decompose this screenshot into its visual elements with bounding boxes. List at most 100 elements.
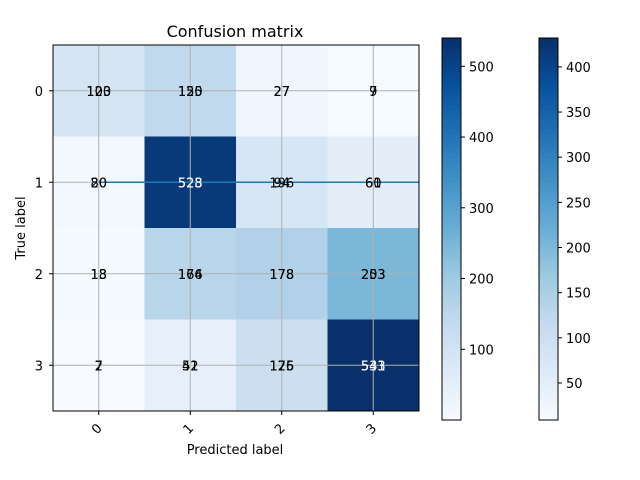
colorbar-1-band-35 [442,248,461,254]
colorbar-2-band-60 [539,128,558,135]
colorbar-2-band-62 [539,119,558,125]
colorbar-2-band-35 [539,248,558,254]
cell-label-1-1-0: 523 [178,176,203,191]
colorbar-1-band-58 [442,138,461,144]
colorbar-1-band-76 [442,52,461,58]
colorbar-2-tick-label-6: 350 [566,106,591,121]
colorbar-2-band-15 [539,343,558,349]
cell-label-1-0-0: 20 [90,176,107,191]
colorbar-2-band-43 [539,209,558,216]
colorbar-2-band-54 [539,157,558,163]
colorbar-2-band-27 [539,286,558,292]
colorbar-1-band-13 [442,353,461,359]
colorbar-2-band-69 [539,85,558,92]
colorbar-2-band-23 [539,305,558,311]
colorbar-1-band-31 [442,267,461,273]
cell-label-1-3-0: 60 [365,176,382,191]
y-tick-label-0: 0 [35,85,43,100]
colorbar-2-band-4 [539,396,558,402]
colorbar-2-band-46 [539,195,558,201]
colorbar-1-band-70 [442,80,461,87]
colorbar-2-band-24 [539,300,558,306]
colorbar-2-band-9 [539,372,558,378]
cell-label-2-2-0: 178 [269,268,294,283]
colorbar-2-band-68 [539,90,558,96]
colorbar-2-band-20 [539,319,558,326]
colorbar-1-band-5 [442,391,461,397]
x-tick-label-3: 3 [364,421,380,437]
colorbar-1-band-6 [442,386,461,392]
cell-label-3-2-1: 176 [269,359,294,374]
y-tick-label-3: 3 [35,359,43,374]
colorbar-2-band-57 [539,143,558,149]
colorbar-1-band-11 [442,362,461,369]
colorbar-2-tick-label-1: 100 [566,332,591,347]
colorbar-2-band-61 [539,123,558,130]
cell-label-0-1-0: 150 [178,85,203,100]
colorbar-2-band-79 [539,38,558,44]
colorbar-1-band-33 [442,257,461,264]
colorbar-1-band-60 [442,128,461,135]
colorbar-2-band-56 [539,147,558,154]
cell-label-3-1-0: 51 [182,359,199,374]
colorbar-2-band-72 [539,71,558,77]
cell-label-2-3-1: 203 [361,268,386,283]
colorbar-1-band-10 [442,367,461,373]
colorbar-1-band-65 [442,104,461,111]
colorbar-1-band-39 [442,229,461,235]
colorbar-2-band-77 [539,47,558,53]
colorbar-1-band-55 [442,152,461,158]
colorbar-2-band-48 [539,186,558,192]
colorbar-1-band-21 [442,314,461,321]
colorbar-1-band-66 [442,100,461,106]
chart-title: Confusion matrix [167,22,304,41]
colorbar-2-band-31 [539,267,558,273]
colorbar-1-band-37 [442,238,461,244]
cell-label-3-3-0: 541 [361,359,386,374]
x-tick-label-2: 2 [272,421,288,437]
colorbar-1-band-17 [442,334,461,340]
colorbar-2-band-21 [539,314,558,321]
colorbar-1-band-19 [442,324,461,330]
colorbar-2-band-51 [539,171,558,178]
colorbar-1-frame [441,37,462,421]
colorbar-2-tick-label-5: 300 [566,151,591,166]
colorbar-2: 50 100 150 200 250 300 350 400 [538,37,591,421]
colorbar-1-band-27 [442,286,461,292]
colorbar-2-tick-label-0: 50 [566,377,583,392]
colorbar-1-band-51 [442,171,461,178]
colorbar-1-band-45 [442,200,461,206]
colorbar-2-band-8 [539,377,558,383]
colorbar-1-band-1 [442,410,461,416]
colorbar-1-band-34 [442,252,461,259]
cell-label-2-2-1: 178 [269,268,294,283]
colorbar-1-band-44 [442,205,461,211]
colorbar-2-band-32 [539,262,558,268]
cell-label-0-3-0: 9 [369,85,377,100]
colorbar-1-band-59 [442,133,461,139]
colorbar-2-band-14 [539,348,558,354]
colorbar-1-band-49 [442,181,461,187]
cell-label-0-2-0: 27 [273,85,290,100]
colorbar-1: 100 200 300 400 500 [441,37,494,421]
colorbar-2-band-41 [539,219,558,225]
colorbar-2-band-28 [539,281,558,287]
colorbar-2-band-42 [539,214,558,221]
colorbar-2-band-78 [539,42,558,49]
y-axis-label: True label [14,196,29,260]
colorbar-1-band-62 [442,119,461,125]
colorbar-2-band-5 [539,391,558,397]
colorbar-2-band-18 [539,329,558,335]
cell-label-0-1-1: 125 [178,85,203,100]
colorbar-1-band-72 [442,71,461,77]
colorbar-1-band-25 [442,295,461,302]
colorbar-2-band-26 [539,291,558,297]
cell-label-0-0-1: 123 [86,85,111,100]
grid-lines [53,45,419,411]
colorbar-1-band-18 [442,329,461,335]
colorbar-2-band-0 [539,415,558,421]
cell-label-2-1-0: 164 [178,268,203,283]
colorbar-1-band-75 [442,57,461,63]
